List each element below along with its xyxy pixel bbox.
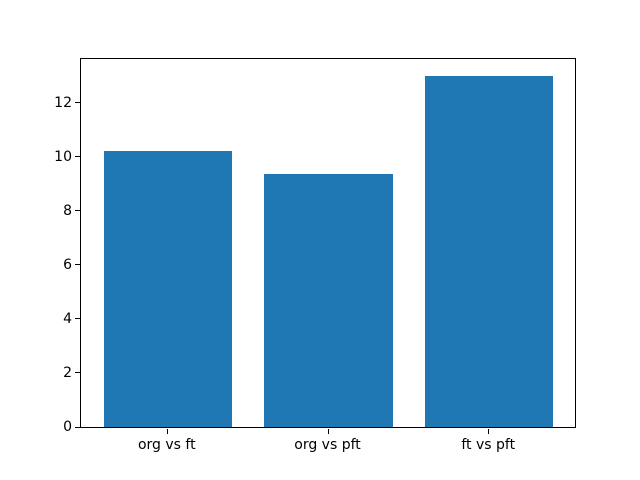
y-tick-label: 10 [54, 148, 72, 165]
y-tick-mark [75, 426, 80, 428]
y-tick-mark [75, 210, 80, 212]
x-tick-label: org vs pft [294, 437, 361, 453]
y-tick-label: 8 [63, 202, 72, 219]
y-tick-mark [75, 318, 80, 320]
x-tick-mark [327, 429, 329, 434]
bar-org-vs-ft [103, 151, 233, 427]
y-tick-mark [75, 372, 80, 374]
y-tick-label: 12 [54, 94, 72, 111]
x-tick-mark [166, 429, 168, 434]
bar-ft-vs-pft [424, 75, 554, 427]
x-tick-mark [488, 429, 490, 434]
y-tick-label: 6 [63, 256, 72, 273]
y-tick-mark [75, 156, 80, 158]
bar-org-vs-pft [264, 174, 393, 427]
y-tick-label: 2 [63, 364, 72, 381]
plot-area [80, 58, 576, 428]
y-tick-label: 0 [63, 419, 72, 435]
y-tick-mark [75, 102, 80, 104]
x-tick-label: ft vs pft [461, 437, 516, 453]
y-tick-mark [75, 264, 80, 266]
y-tick-label: 4 [63, 310, 72, 327]
x-tick-label: org vs ft [137, 437, 196, 453]
